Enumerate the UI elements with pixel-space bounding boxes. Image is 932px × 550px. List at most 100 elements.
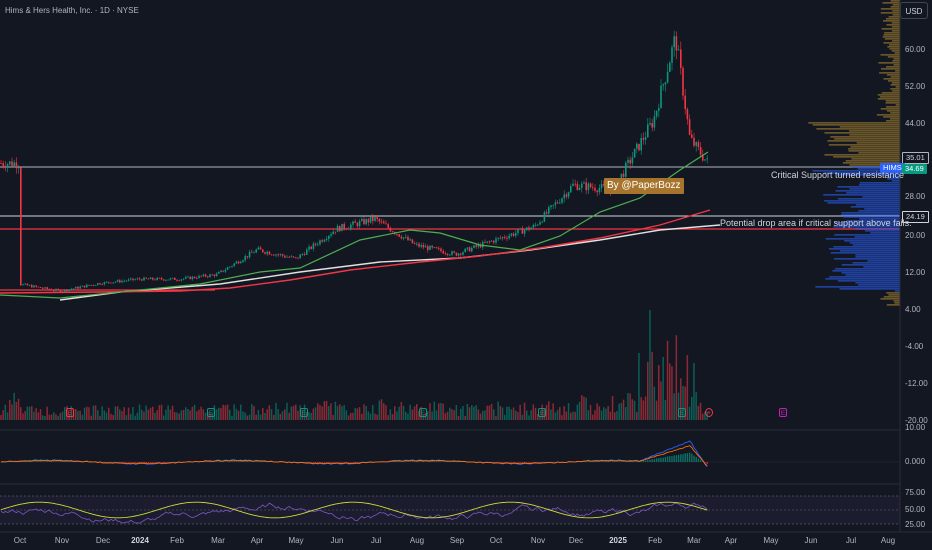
candle	[686, 107, 689, 125]
time-axis-label: Apr	[250, 536, 264, 545]
volume-profile-bar	[891, 30, 900, 32]
volume-profile-bar	[883, 42, 900, 44]
candle	[664, 81, 667, 92]
macd-histogram-bar	[409, 461, 411, 462]
volume-bar	[418, 411, 420, 420]
author-watermark[interactable]: By @PaperBozz	[604, 178, 684, 194]
macd-histogram-bar	[119, 462, 121, 463]
candle	[255, 248, 257, 254]
earnings-marker[interactable]: E	[66, 408, 74, 417]
candle	[688, 114, 691, 136]
macd-histogram-bar	[132, 462, 134, 463]
candle	[517, 229, 519, 236]
macd-histogram-bar	[127, 462, 130, 463]
candle	[642, 132, 645, 145]
volume-bar	[605, 408, 607, 420]
volume-bar	[640, 397, 642, 420]
earnings-marker[interactable]: E	[678, 408, 686, 417]
candle	[301, 252, 304, 256]
candle	[310, 245, 312, 250]
candle	[385, 220, 387, 225]
volume-bar	[510, 409, 513, 420]
earnings-marker[interactable]: E	[300, 408, 308, 417]
volume-bar	[688, 406, 691, 420]
candle	[506, 235, 508, 242]
volume-bar	[620, 402, 623, 420]
candle	[468, 246, 471, 252]
candle	[565, 192, 568, 200]
candle	[647, 118, 649, 138]
volume-bar	[493, 409, 495, 420]
volume-profile-bar	[894, 290, 900, 292]
volume-bar	[31, 406, 33, 420]
macd-histogram-bar	[614, 461, 616, 462]
volume-bar	[508, 406, 510, 420]
volume-bar	[391, 414, 394, 420]
candle	[44, 286, 46, 289]
candle	[33, 284, 35, 288]
earnings-marker[interactable]: E	[538, 408, 546, 417]
candle	[110, 282, 112, 284]
candle	[486, 241, 488, 244]
macd-signal-line	[0, 445, 708, 467]
candle	[572, 179, 574, 187]
price-axis-label: -4.00	[905, 342, 924, 351]
candle	[11, 157, 13, 168]
volume-profile-bar	[887, 80, 900, 82]
macd-histogram-bar	[501, 462, 504, 463]
upcoming-earnings-marker[interactable]: E	[779, 408, 787, 417]
volume-bar	[112, 415, 114, 420]
macd-histogram-bar	[532, 462, 535, 463]
volume-bar	[24, 410, 26, 420]
candle	[438, 246, 440, 251]
candle	[352, 220, 354, 228]
volume-profile-bar	[877, 94, 900, 96]
candle	[75, 286, 77, 289]
candle	[501, 236, 504, 241]
volume-profile-bar	[837, 280, 900, 282]
candle	[581, 181, 583, 193]
candle	[548, 205, 550, 218]
candle	[9, 160, 11, 167]
volume-bar	[389, 409, 392, 420]
candle	[180, 279, 183, 282]
candle	[484, 239, 486, 244]
volume-profile-bar	[864, 208, 900, 210]
volume-profile-bar	[892, 14, 900, 16]
candle	[592, 183, 594, 191]
drop-area-note[interactable]: Potential drop area if critical support …	[720, 218, 912, 228]
volume-bar	[405, 411, 407, 420]
volume-bar	[440, 403, 442, 420]
split-marker[interactable]: ⚡	[705, 408, 713, 417]
volume-bar	[246, 415, 249, 420]
candle	[532, 223, 535, 229]
candle	[288, 255, 290, 258]
volume-profile-bar	[893, 58, 900, 60]
volume-bar	[81, 414, 84, 420]
earnings-marker[interactable]: E	[207, 408, 215, 417]
macd-histogram-bar	[231, 460, 233, 462]
candle	[145, 277, 147, 279]
candle	[530, 226, 532, 230]
macd-histogram-bar	[163, 462, 165, 463]
volume-bar	[411, 409, 414, 420]
candle	[218, 271, 220, 274]
candle	[435, 246, 438, 249]
candle	[556, 200, 559, 204]
volume-bar	[90, 415, 92, 420]
volume-bar	[570, 412, 572, 420]
candle	[629, 156, 631, 170]
candle	[204, 273, 207, 278]
volume-profile-bar	[855, 228, 900, 230]
volume-profile-bar	[848, 148, 900, 150]
volume-bar	[297, 410, 299, 420]
candle	[42, 286, 44, 290]
volume-bar	[409, 404, 411, 420]
candle	[675, 31, 678, 60]
resistance-note[interactable]: Critical Support turned resistance	[771, 170, 905, 180]
earnings-marker[interactable]: E	[419, 408, 427, 417]
volume-bar	[352, 412, 354, 420]
volume-profile-bar	[883, 116, 900, 118]
volume-bar	[684, 386, 686, 420]
